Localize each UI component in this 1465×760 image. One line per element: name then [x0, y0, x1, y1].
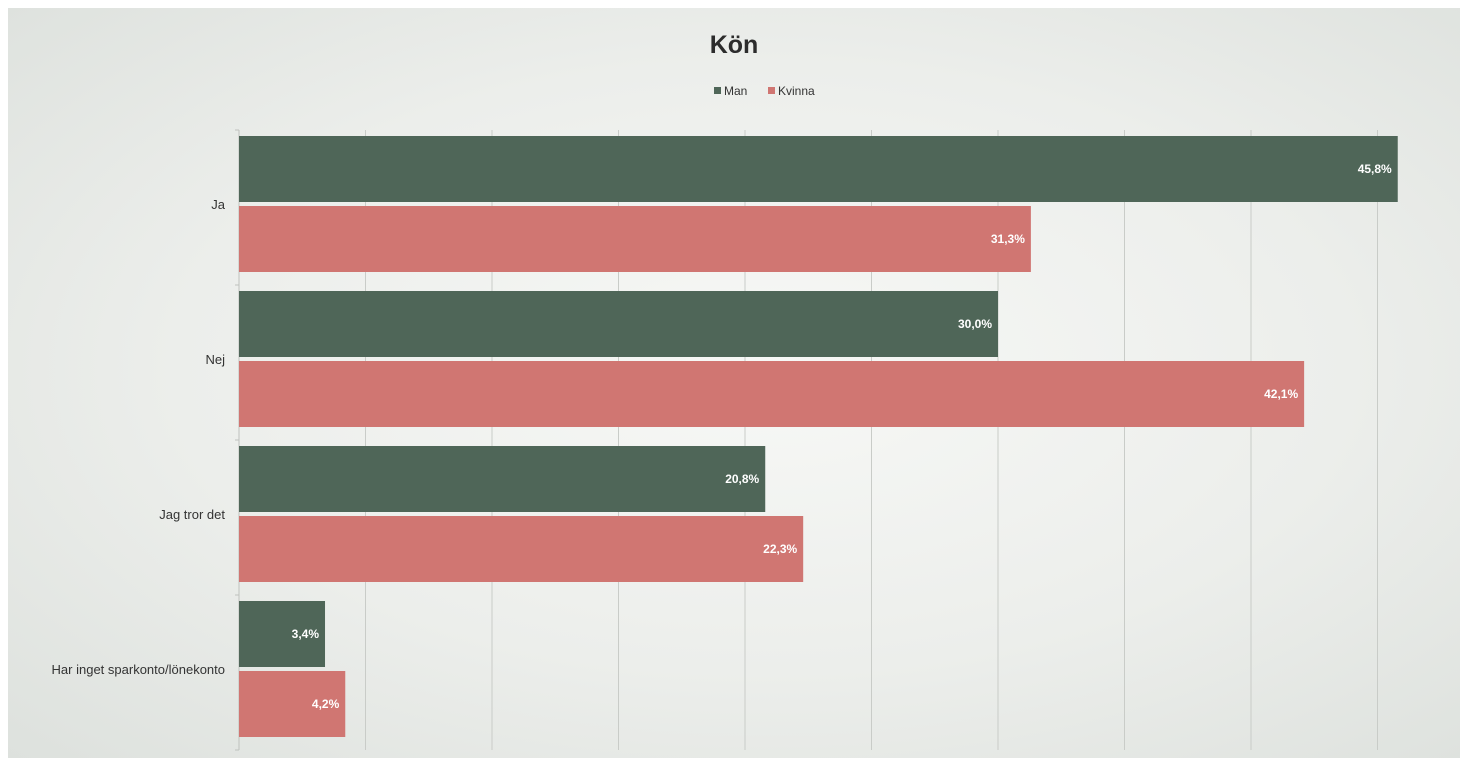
data-label: 31,3%: [991, 232, 1025, 246]
bar-man-2: [239, 446, 766, 512]
data-label: 3,4%: [292, 627, 320, 641]
legend: Man Kvinna: [714, 84, 815, 98]
bar-man-0: [239, 136, 1398, 202]
legend-label-0: Man: [724, 84, 747, 98]
legend-swatch-1: [768, 87, 775, 94]
chart-area: Kön Man Kvinna 45,8% 31,3% 30,0% 42,1% 20,8% 2…: [8, 8, 1460, 758]
bars: 45,8% 31,3% 30,0% 42,1% 20,8% 22,3% 3,4% 4,2%: [239, 136, 1398, 737]
bar-kvinna-2: [239, 516, 804, 582]
bar-kvinna-3: [239, 671, 346, 737]
category-label: Nej: [205, 352, 225, 367]
data-label: 20,8%: [725, 472, 759, 486]
category-labels: Ja Nej Jag tror det Har inget sparkonto/lön…: [52, 197, 226, 677]
data-label: 22,3%: [763, 542, 797, 556]
legend-swatch-0: [714, 87, 721, 94]
chart-title: Kön: [710, 31, 759, 59]
category-label: Har inget sparkonto/lönekonto: [52, 662, 225, 677]
bar-kvinna-1: [239, 361, 1305, 427]
data-label: 4,2%: [312, 697, 340, 711]
bar-chart: Kön Man Kvinna 45,8% 31,3% 30,0% 42,1% 20,8% 2…: [52, 31, 1398, 751]
bar-man-3: [239, 601, 326, 667]
category-label: Ja: [211, 197, 226, 212]
data-label: 45,8%: [1358, 162, 1392, 176]
bar-kvinna-0: [239, 206, 1031, 272]
bar-man-1: [239, 291, 998, 357]
category-label: Jag tror det: [159, 507, 225, 522]
legend-label-1: Kvinna: [778, 84, 815, 98]
data-label: 30,0%: [958, 317, 992, 331]
data-label: 42,1%: [1264, 387, 1298, 401]
